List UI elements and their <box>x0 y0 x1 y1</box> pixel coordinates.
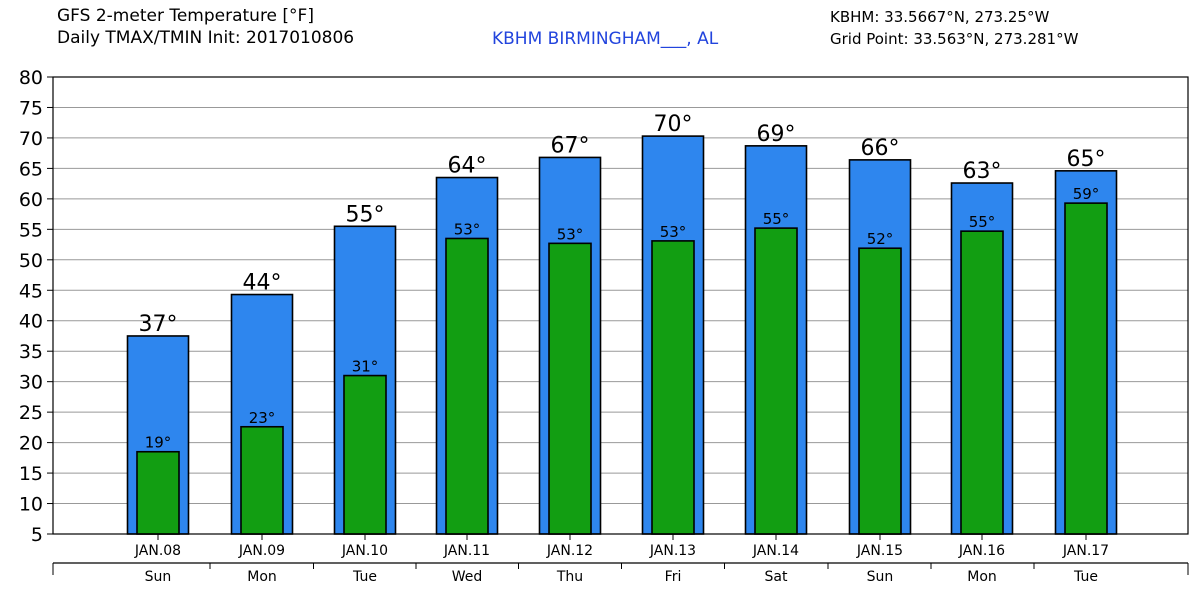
y-tick-label: 25 <box>19 402 43 424</box>
y-tick-label: 30 <box>19 372 43 394</box>
station-coordinates: KBHM: 33.5667°N, 273.25°W <box>830 8 1050 26</box>
y-tick-label: 5 <box>31 524 43 546</box>
tmax-value-label: 67° <box>551 133 590 158</box>
tmin-value-label: 23° <box>249 409 276 427</box>
tmin-bar <box>754 227 798 535</box>
x-date-label: JAN.15 <box>856 543 903 559</box>
station-name: KBHM BIRMINGHAM___, AL <box>492 29 719 49</box>
x-day-label: Mon <box>967 569 997 585</box>
tmin-value-label: 59° <box>1073 185 1100 203</box>
tmin-bar <box>240 425 284 535</box>
chart-subtitle: Daily TMAX/TMIN Init: 2017010806 <box>57 28 355 48</box>
x-day-label: Tue <box>1073 569 1098 585</box>
y-tick-label: 70 <box>19 128 43 150</box>
tmin-value-label: 55° <box>763 210 790 228</box>
plot-area <box>53 77 1188 534</box>
plot-frame <box>52 76 1189 535</box>
tmin-bar <box>651 240 695 535</box>
y-tick-label: 75 <box>19 97 43 119</box>
tmax-value-label: 63° <box>963 159 1002 184</box>
tmin-bar <box>445 237 489 535</box>
tmin-value-label: 55° <box>969 213 996 231</box>
tmin-bar <box>960 230 1004 535</box>
tmin-bar <box>858 247 902 535</box>
x-day-label: Mon <box>247 569 277 585</box>
tmin-value-label: 53° <box>660 223 687 241</box>
x-day-label: Thu <box>556 569 583 585</box>
y-tick-label: 10 <box>19 494 43 516</box>
tmax-value-label: 37° <box>139 312 178 337</box>
tmin-value-label: 53° <box>557 225 584 243</box>
y-tick-label: 45 <box>19 280 43 302</box>
y-tick-label: 40 <box>19 311 43 333</box>
y-tick-label: 35 <box>19 341 43 363</box>
tmax-value-label: 44° <box>243 271 282 296</box>
tmax-value-label: 66° <box>861 136 900 161</box>
x-day-label: Wed <box>452 569 483 585</box>
x-day-label: Fri <box>665 569 682 585</box>
tmax-value-label: 65° <box>1067 147 1106 172</box>
x-date-label: JAN.17 <box>1062 543 1109 559</box>
x-date-label: JAN.14 <box>752 543 799 559</box>
tmin-value-label: 53° <box>454 220 481 238</box>
x-date-label: JAN.09 <box>238 543 285 559</box>
tmax-value-label: 55° <box>346 202 385 227</box>
tmin-bar <box>343 374 387 535</box>
tmin-value-label: 19° <box>145 434 172 452</box>
tmin-bar <box>1064 202 1108 535</box>
x-day-label: Tue <box>352 569 377 585</box>
y-tick-label: 60 <box>19 189 43 211</box>
tmin-value-label: 52° <box>867 230 894 248</box>
grid-point-coordinates: Grid Point: 33.563°N, 273.281°W <box>830 30 1079 48</box>
y-tick-label: 80 <box>19 67 43 89</box>
x-date-label: JAN.11 <box>443 543 490 559</box>
tmin-bar <box>136 450 180 535</box>
x-date-label: JAN.10 <box>341 543 388 559</box>
y-tick-label: 50 <box>19 250 43 272</box>
tmin-value-label: 31° <box>352 358 379 376</box>
chart-title: GFS 2-meter Temperature [°F] <box>57 6 314 26</box>
x-date-label: JAN.12 <box>546 543 593 559</box>
tmin-bar <box>548 242 592 535</box>
x-day-label: Sun <box>867 569 894 585</box>
tmax-value-label: 64° <box>448 154 487 179</box>
y-tick-label: 15 <box>19 463 43 485</box>
x-date-label: JAN.08 <box>134 543 181 559</box>
y-tick-label: 65 <box>19 158 43 180</box>
tmax-value-label: 69° <box>757 122 796 147</box>
x-date-label: JAN.16 <box>958 543 1005 559</box>
x-date-label: JAN.13 <box>649 543 696 559</box>
y-tick-label: 55 <box>19 219 43 241</box>
y-tick-label: 20 <box>19 433 43 455</box>
tmax-value-label: 70° <box>654 112 693 137</box>
x-day-label: Sat <box>765 569 788 585</box>
x-day-label: Sun <box>145 569 172 585</box>
